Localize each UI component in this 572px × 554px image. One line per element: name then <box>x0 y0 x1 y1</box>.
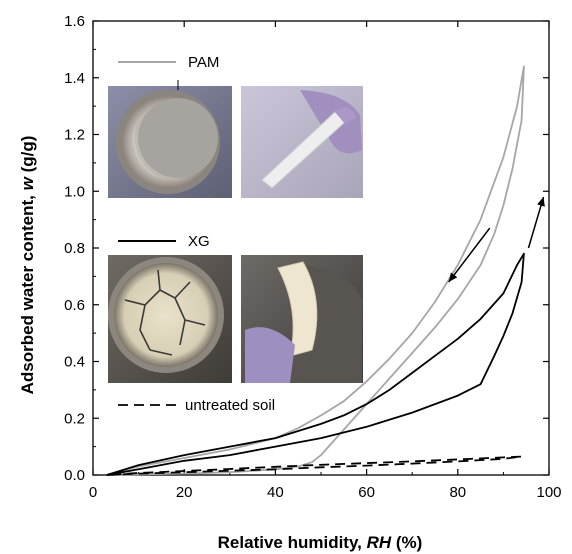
x-axis-title: Relative humidity, RH (%) <box>218 533 423 552</box>
y-axis-title: Adsorbed water content, w (g/g) <box>18 136 37 395</box>
x-tick-label: 100 <box>536 484 561 501</box>
legend-label-untreated: untreated soil <box>185 397 275 414</box>
y-tick-label: 0.8 <box>64 240 85 257</box>
y-tick-label: 0.4 <box>64 354 85 371</box>
x-tick-label: 20 <box>176 484 193 501</box>
y-tick-label: 1.2 <box>64 127 85 144</box>
annotation-arrowhead-0 <box>448 272 458 283</box>
xg-piece-photo <box>241 255 363 383</box>
annotation-arrow-0 <box>448 227 491 283</box>
x-tick-label: 40 <box>267 484 284 501</box>
y-tick-label: 0.2 <box>64 410 85 427</box>
series-line-1 <box>106 252 525 476</box>
legend-label-pam: PAM <box>188 54 219 71</box>
legend-label-xg: XG <box>188 233 210 250</box>
series-line-2 <box>106 455 523 476</box>
x-tick-label: 60 <box>358 484 375 501</box>
pam-piece-photo <box>241 86 363 198</box>
annotation-arrowhead-1 <box>537 196 545 207</box>
legend: PAM XG untreated soil <box>118 54 275 414</box>
y-tick-label: 1.4 <box>64 70 85 87</box>
pam-dish-photo <box>108 86 232 198</box>
y-tick-label: 1.6 <box>64 13 85 30</box>
x-tick-label: 0 <box>89 484 97 501</box>
series-line-0 <box>106 65 525 476</box>
y-tick-label: 0.6 <box>64 297 85 314</box>
xg-dish-photo <box>108 255 232 383</box>
x-tick-label: 80 <box>449 484 466 501</box>
y-tick-label: 0.0 <box>64 467 85 484</box>
y-tick-label: 1.0 <box>64 183 85 200</box>
